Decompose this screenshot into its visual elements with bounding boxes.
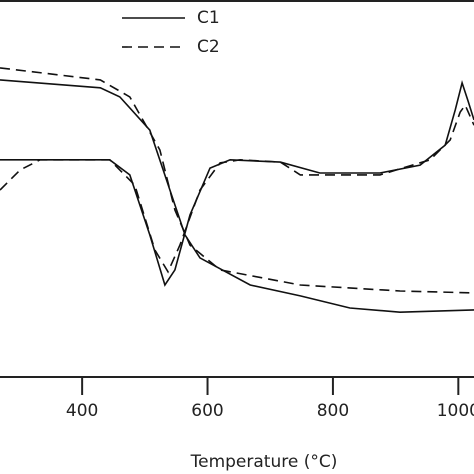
legend-label: C2 xyxy=(197,37,220,57)
curve xyxy=(0,103,474,274)
x-tick-label: 800 xyxy=(317,401,349,421)
x-tick-label: 400 xyxy=(66,401,98,421)
curve xyxy=(0,67,474,294)
x-axis-label: Temperature (°C) xyxy=(190,452,338,472)
x-tick-label: 600 xyxy=(191,401,223,421)
curve xyxy=(0,80,474,287)
x-tick-label: 1000 xyxy=(437,401,474,421)
curve xyxy=(0,79,474,314)
legend-label: C1 xyxy=(197,8,220,28)
